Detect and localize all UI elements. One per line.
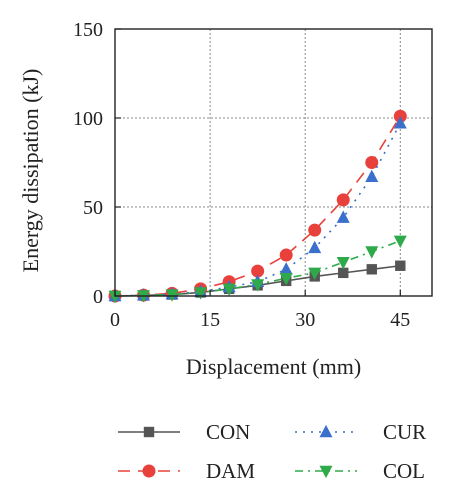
- data-point-dam: [365, 156, 379, 169]
- legend-marker-dam: [142, 464, 156, 478]
- legend-item-col: COL: [295, 459, 425, 483]
- axes: [114, 28, 433, 297]
- data-point-cur: [308, 240, 322, 254]
- x-axis-label: Displacement (mm): [186, 354, 361, 379]
- data-point-dam: [308, 223, 322, 237]
- y-tick-label: 100: [73, 108, 103, 130]
- data-point-col: [336, 256, 350, 270]
- series-layer: [108, 109, 407, 304]
- x-tick-label: 0: [110, 309, 120, 331]
- data-point-cur: [365, 169, 379, 182]
- data-point-cur: [393, 116, 407, 129]
- series-dam: [108, 109, 407, 303]
- data-point-dam: [251, 264, 265, 278]
- data-point-col: [365, 246, 379, 259]
- data-point-col: [108, 290, 122, 304]
- x-tick-label: 30: [295, 309, 315, 331]
- legend-label-con: CON: [206, 420, 250, 444]
- y-axis-label: Energy dissipation (kJ): [18, 69, 43, 273]
- data-point-con: [338, 267, 349, 279]
- series-col: [108, 235, 407, 304]
- y-tick-label: 50: [83, 197, 103, 219]
- tick-labels: 0 15 30 45 0 50 100 150: [73, 19, 410, 331]
- legend-marker-con: [143, 426, 155, 438]
- data-point-col: [279, 273, 293, 286]
- plot-frame: [114, 28, 433, 297]
- legend: CON CUR DAM COL: [118, 420, 426, 483]
- x-tick-label: 45: [390, 309, 410, 331]
- legend-marker-col: [319, 465, 333, 479]
- legend-item-con: CON: [118, 420, 250, 444]
- legend-marker-cur: [319, 424, 333, 438]
- data-point-cur: [279, 262, 293, 275]
- data-point-dam: [279, 248, 293, 262]
- legend-label-cur: CUR: [383, 420, 426, 444]
- data-point-col: [308, 267, 322, 281]
- legend-item-cur: CUR: [295, 420, 426, 444]
- data-point-con: [366, 264, 377, 275]
- data-point-col: [251, 279, 265, 292]
- data-point-con: [395, 260, 406, 271]
- data-point-col: [194, 287, 208, 300]
- data-point-cur: [336, 210, 350, 223]
- data-point-col: [393, 235, 407, 248]
- grid-lines: [115, 29, 432, 296]
- data-point-col: [222, 283, 236, 297]
- legend-label-col: COL: [383, 459, 425, 483]
- legend-item-dam: DAM: [118, 459, 255, 483]
- legend-label-dam: DAM: [206, 459, 255, 483]
- data-point-dam: [336, 193, 350, 207]
- x-tick-label: 15: [200, 309, 220, 331]
- y-tick-label: 0: [93, 286, 103, 308]
- y-tick-label: 150: [73, 19, 103, 41]
